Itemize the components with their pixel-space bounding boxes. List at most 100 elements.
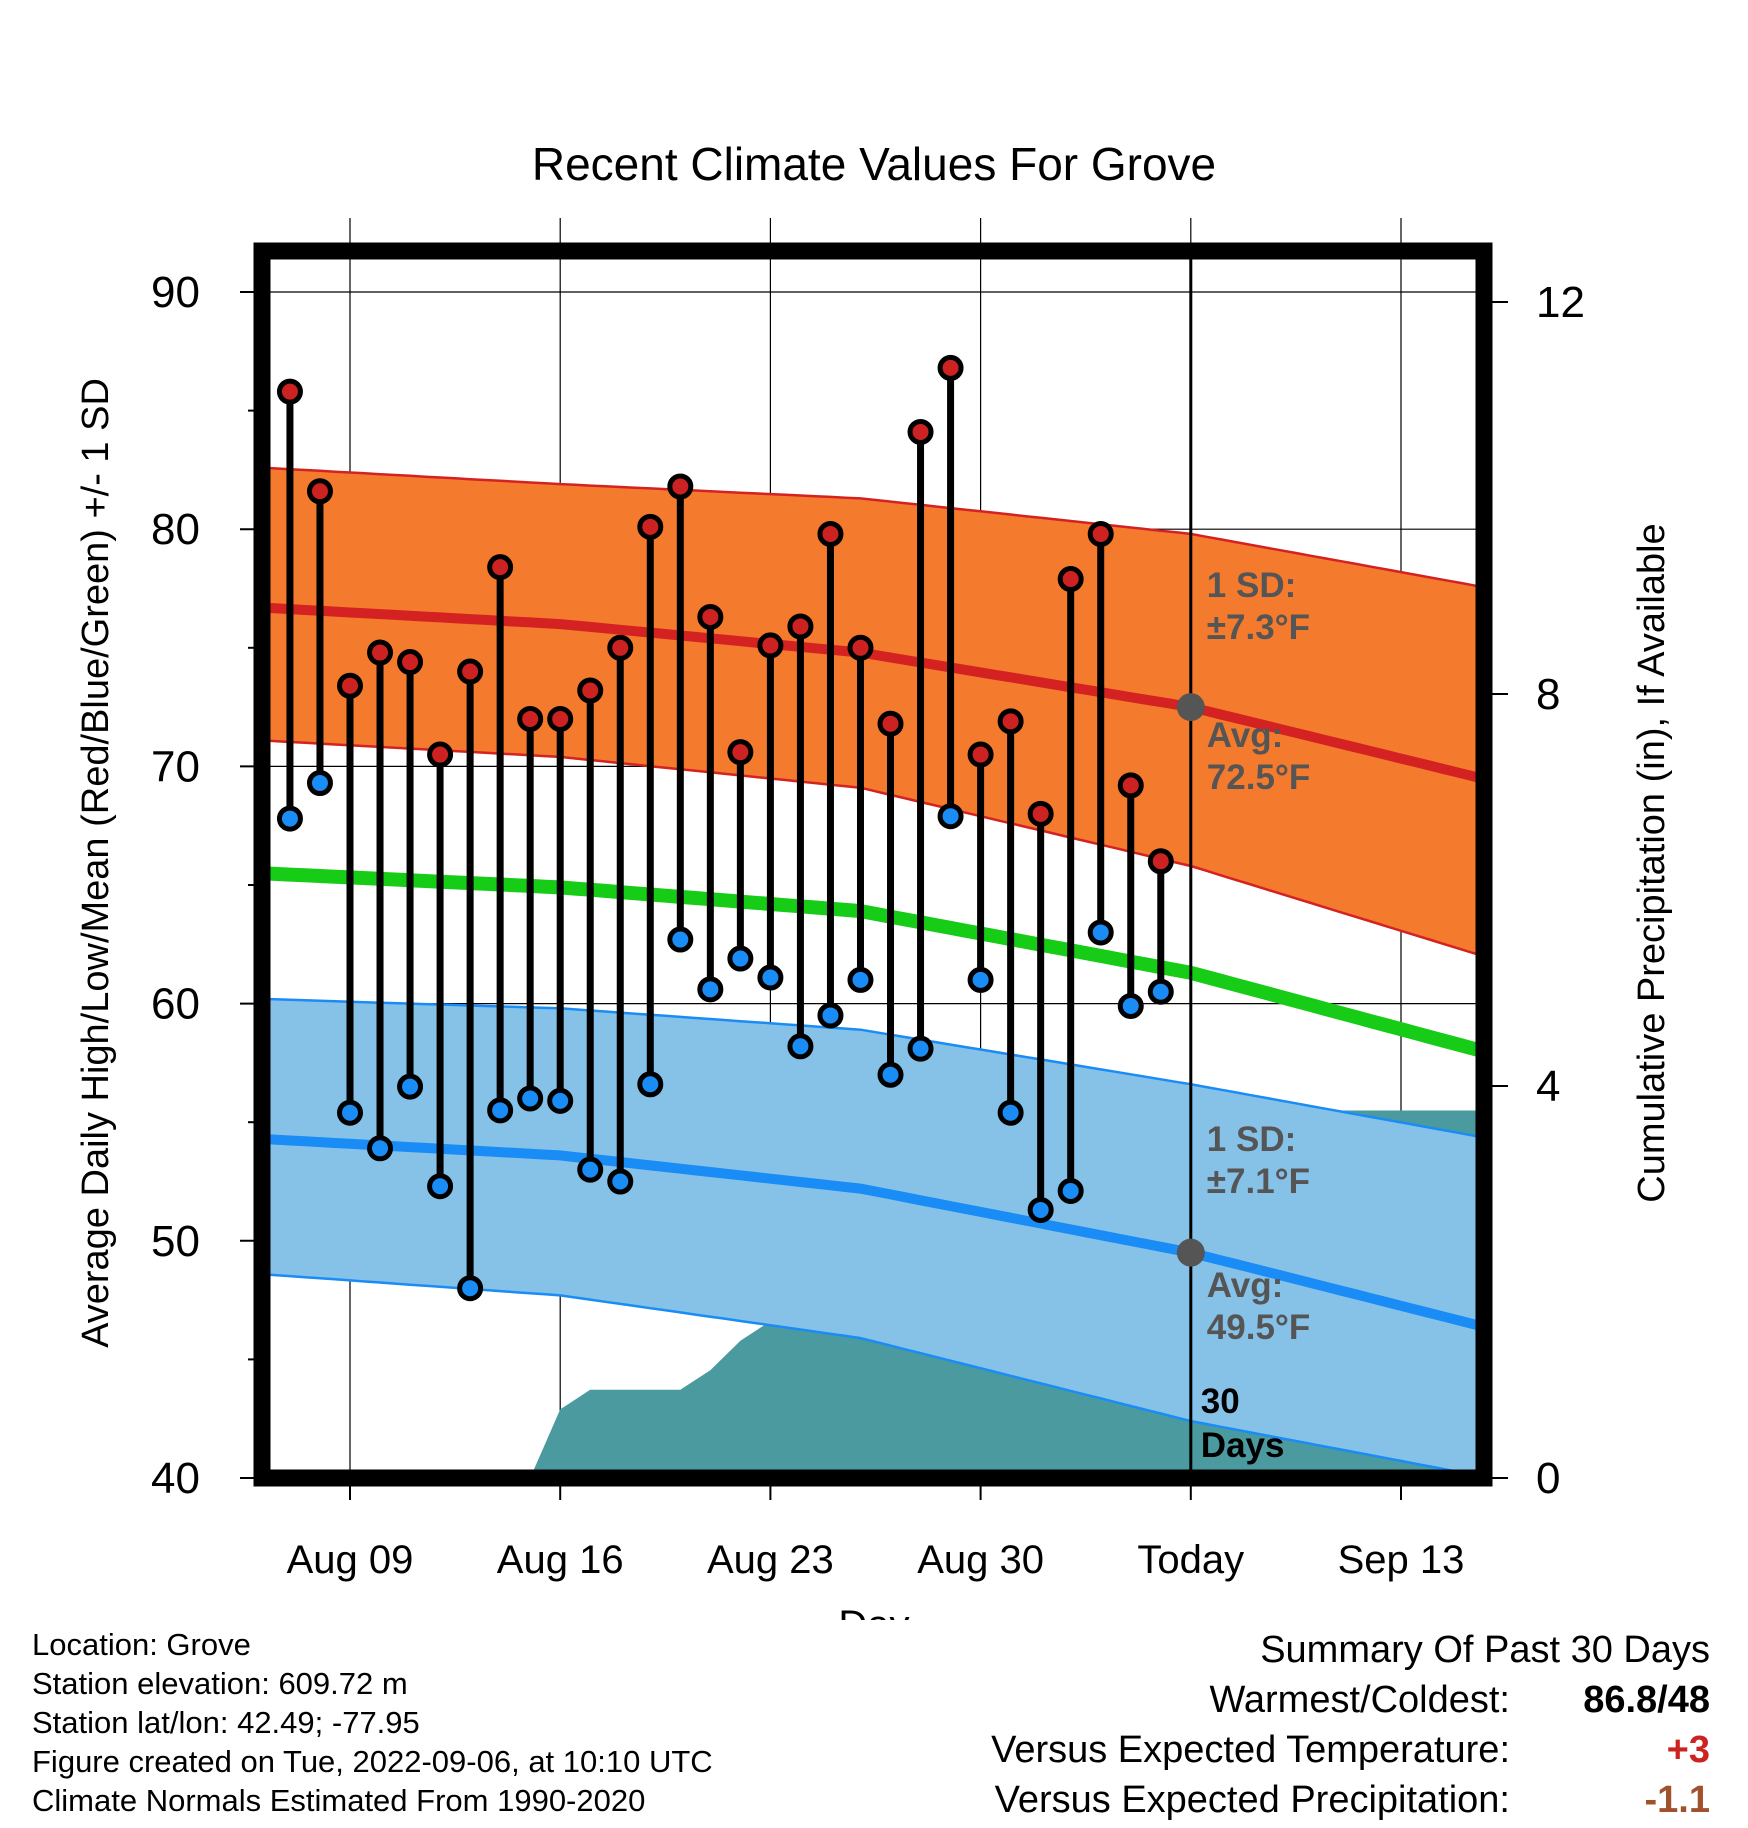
daily-high-point [967, 741, 994, 768]
summary-precip-row: Versus Expected Precipitation: -1.1 [991, 1775, 1710, 1825]
daily-high-point [877, 710, 904, 737]
normal-low-band [262, 998, 1484, 1477]
normal-low-line [262, 1133, 1484, 1332]
summary-title: Summary Of Past 30 Days [1260, 1629, 1710, 1671]
y-tick-label: 80 [151, 505, 200, 554]
high-avg-annotation: Avg: 72.5°F [1207, 716, 1311, 797]
daily-high-point [997, 708, 1024, 735]
daily-low-point [547, 1087, 574, 1114]
daily-low-point [1087, 919, 1114, 946]
normal-low-upper-edge [262, 997, 1484, 1139]
daily-high-point [937, 354, 964, 381]
daily-high-point [667, 473, 694, 500]
y-tick-label: 70 [151, 742, 200, 791]
high-sd-annotation: 1 SD: ±7.3°F [1207, 566, 1310, 647]
low-sd-annotation: 1 SD: ±7.1°F [1207, 1120, 1310, 1201]
x-tick-label: Aug 23 [707, 1538, 834, 1582]
x-tick-label: Aug 09 [287, 1538, 414, 1582]
daily-low-point [427, 1173, 454, 1200]
low-avg-annotation: Avg: 49.5°F [1207, 1266, 1311, 1347]
daily-high-point [607, 634, 634, 661]
elevation-text: Station elevation: 609.72 m [32, 1666, 408, 1701]
normal-high-lower-edge [262, 739, 1484, 958]
daily-low-point [937, 803, 964, 830]
daily-low-point [697, 976, 724, 1003]
daily-high-point [337, 672, 363, 699]
created-text: Figure created on Tue, 2022-09-06, at 10… [32, 1744, 713, 1779]
y2-tick-label: 8 [1536, 670, 1560, 719]
temp-vs-expected-value: +3 [1666, 1729, 1710, 1771]
today-high-avg-marker [1176, 693, 1205, 722]
normal-high-band [262, 467, 1484, 957]
daily-high-point [637, 513, 664, 540]
warmest-value: 86.8/48 [1583, 1679, 1710, 1721]
y-tick-label: 50 [151, 1217, 200, 1266]
daily-low-point [367, 1135, 394, 1162]
today-low-avg-marker [1176, 1238, 1205, 1267]
y2-tick-label: 0 [1536, 1454, 1560, 1503]
daily-low-point [1027, 1196, 1054, 1223]
daily-high-point [547, 705, 574, 732]
daily-high-point [1117, 772, 1144, 799]
daily-low-point [727, 945, 754, 972]
x-tick-label: Today [1137, 1538, 1244, 1582]
daily-low-point [517, 1085, 544, 1112]
daily-high-point [817, 520, 844, 547]
station-info: Location: Grove Station elevation: 609.7… [32, 1625, 713, 1820]
daily-high-point [907, 418, 934, 445]
daily-high-point [1147, 848, 1174, 875]
summary-warmest-row: Warmest/Coldest: 86.8/48 [991, 1675, 1710, 1725]
warmest-label: Warmest/Coldest: [1209, 1679, 1510, 1721]
daily-low-point [1057, 1177, 1084, 1204]
y-tick-label: 60 [151, 980, 200, 1029]
daily-low-point [397, 1073, 424, 1100]
daily-low-point [457, 1275, 484, 1302]
daily-low-point [487, 1097, 514, 1124]
daily-high-point [757, 632, 784, 659]
daily-low-point [757, 964, 784, 991]
x-axis-label: Day [838, 1603, 909, 1620]
normals-text: Climate Normals Estimated From 1990-2020 [32, 1783, 646, 1818]
daily-high-point [367, 639, 394, 666]
daily-low-point [607, 1168, 634, 1195]
summary-temp-row: Versus Expected Temperature: +3 [991, 1725, 1710, 1775]
daily-low-point [1117, 992, 1144, 1019]
y2-axis-label: Cumulative Precipitation (in), If Availa… [1631, 523, 1673, 1202]
y-axis-label: Average Daily High/Low/Mean (Red/Blue/Gr… [75, 378, 117, 1348]
climate-chart: Recent Climate Values For Grove 1 SD: ±7.3… [75, 138, 1673, 1620]
daily-low-point [1147, 978, 1174, 1005]
daily-high-point [1057, 566, 1084, 593]
daily-low-point [337, 1099, 363, 1126]
daily-low-point [577, 1156, 604, 1183]
daily-high-point [397, 649, 424, 676]
daily-low-point [907, 1035, 934, 1062]
daily-high-point [787, 613, 814, 640]
daily-low-point [997, 1099, 1024, 1126]
daily-high-point [1027, 800, 1054, 827]
normal-high-upper-edge [262, 466, 1484, 589]
summary-panel: Summary Of Past 30 Days Warmest/Coldest:… [991, 1625, 1710, 1825]
plot-area: 1 SD: ±7.3°F Avg: 72.5°F 1 SD: ±7.1°F Avg: 49.5… [262, 251, 1484, 1478]
daily-low-point [847, 966, 874, 993]
y-tick-label: 90 [151, 268, 200, 317]
daily-high-point [697, 603, 724, 630]
daily-high-point [577, 677, 604, 704]
daily-low-point [877, 1061, 904, 1088]
chart-title: Recent Climate Values For Grove [532, 138, 1216, 190]
daily-high-point [1087, 520, 1114, 547]
location-text: Location: Grove [32, 1627, 251, 1662]
y2-tick-label: 12 [1536, 278, 1585, 327]
daily-low-point [637, 1071, 664, 1098]
precip-vs-expected-label: Versus Expected Precipitation: [994, 1779, 1510, 1821]
y2-tick-label: 4 [1536, 1062, 1560, 1111]
daily-low-point [667, 926, 694, 953]
precip-vs-expected-value: -1.1 [1644, 1779, 1710, 1821]
window-annotation: 30 Days [1201, 1382, 1285, 1465]
daily-high-point [276, 378, 303, 405]
daily-series [276, 354, 1174, 1302]
x-tick-label: Aug 16 [497, 1538, 624, 1582]
daily-low-point [276, 805, 303, 832]
x-tick-label: Sep 13 [1338, 1538, 1465, 1582]
daily-high-point [727, 739, 754, 766]
normal-mean-line [262, 866, 1484, 1059]
